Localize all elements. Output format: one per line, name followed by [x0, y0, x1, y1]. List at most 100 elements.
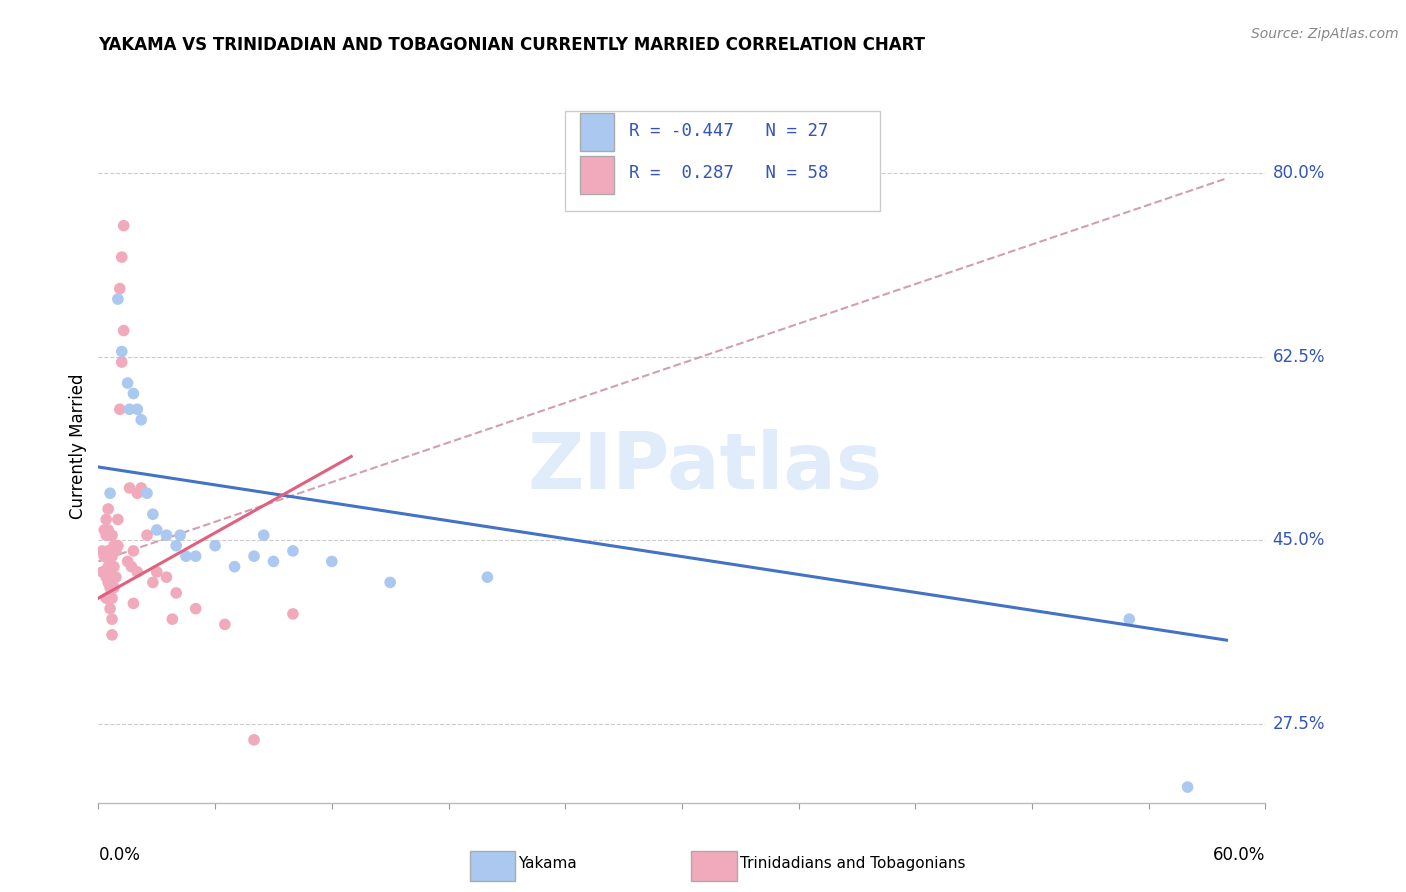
Point [165, 539, 187, 553]
Point [184, 601, 207, 615]
Point [129, 413, 152, 427]
Text: ZIPatlas: ZIPatlas [527, 429, 883, 506]
Text: 60.0%: 60.0% [1213, 846, 1265, 863]
Point [98, 601, 121, 615]
FancyBboxPatch shape [692, 851, 737, 880]
Point [96, 570, 118, 584]
Point [281, 544, 304, 558]
Text: Trinidadians and Tobagonians: Trinidadians and Tobagonians [741, 856, 966, 871]
Point [281, 607, 304, 621]
Point [101, 612, 124, 626]
Point [101, 549, 124, 564]
Point [103, 581, 125, 595]
Point [117, 376, 139, 390]
Text: R = -0.447   N = 27: R = -0.447 N = 27 [630, 121, 830, 139]
FancyBboxPatch shape [470, 851, 515, 880]
Point [214, 617, 236, 632]
Point [108, 282, 131, 296]
Point [122, 596, 145, 610]
Point [122, 386, 145, 401]
Point [108, 402, 131, 417]
Point [165, 586, 187, 600]
Point [103, 559, 125, 574]
Point [224, 559, 246, 574]
Point [97, 502, 120, 516]
Point [111, 250, 134, 264]
Text: 0.0%: 0.0% [98, 846, 141, 863]
Point [104, 570, 127, 584]
Point [98, 549, 121, 564]
Point [142, 507, 165, 521]
Point [162, 612, 184, 626]
Point [96, 512, 118, 526]
Point [98, 486, 121, 500]
Point [169, 528, 191, 542]
Point [117, 554, 139, 568]
Point [243, 732, 266, 747]
Point [97, 575, 120, 590]
Y-axis label: Currently Married: Currently Married [69, 373, 87, 519]
Point [112, 324, 135, 338]
Point [93, 549, 115, 564]
Point [243, 549, 266, 564]
Text: 80.0%: 80.0% [1272, 164, 1324, 182]
Point [107, 539, 129, 553]
Point [477, 570, 499, 584]
Point [127, 402, 149, 417]
Point [184, 549, 207, 564]
Point [97, 523, 120, 537]
FancyBboxPatch shape [581, 155, 614, 194]
Point [127, 486, 149, 500]
Point [103, 539, 125, 553]
Point [129, 481, 152, 495]
Point [118, 402, 141, 417]
Point [321, 554, 343, 568]
Point [93, 565, 115, 579]
Point [155, 528, 177, 542]
Text: 45.0%: 45.0% [1272, 532, 1324, 549]
Text: Yakama: Yakama [519, 856, 578, 871]
Point [96, 549, 118, 564]
Point [1118, 612, 1140, 626]
Point [98, 581, 121, 595]
Point [111, 344, 134, 359]
Point [204, 539, 226, 553]
Point [174, 549, 197, 564]
Point [98, 528, 121, 542]
Point [262, 554, 284, 568]
Point [118, 481, 141, 495]
Point [146, 565, 169, 579]
Point [127, 565, 149, 579]
Point [122, 544, 145, 558]
FancyBboxPatch shape [581, 112, 614, 152]
Text: Source: ZipAtlas.com: Source: ZipAtlas.com [1251, 27, 1399, 41]
FancyBboxPatch shape [565, 111, 880, 211]
Point [136, 486, 159, 500]
Point [91, 565, 114, 579]
Point [104, 544, 127, 558]
Point [112, 219, 135, 233]
Point [101, 528, 124, 542]
Point [136, 528, 159, 542]
Point [96, 591, 118, 606]
Point [107, 512, 129, 526]
Point [378, 575, 402, 590]
Text: 27.5%: 27.5% [1272, 715, 1324, 733]
Point [1177, 780, 1199, 794]
Text: 62.5%: 62.5% [1272, 348, 1324, 366]
Point [146, 523, 169, 537]
Point [97, 559, 120, 574]
Point [101, 628, 124, 642]
Text: YAKAMA VS TRINIDADIAN AND TOBAGONIAN CURRENTLY MARRIED CORRELATION CHART: YAKAMA VS TRINIDADIAN AND TOBAGONIAN CUR… [98, 36, 925, 54]
Point [101, 591, 124, 606]
Point [101, 575, 124, 590]
Text: R =  0.287   N = 58: R = 0.287 N = 58 [630, 164, 830, 182]
Point [111, 355, 134, 369]
Point [155, 570, 177, 584]
Point [97, 591, 120, 606]
Point [93, 523, 115, 537]
Point [253, 528, 276, 542]
Point [107, 292, 129, 306]
Point [97, 544, 120, 558]
Point [98, 565, 121, 579]
